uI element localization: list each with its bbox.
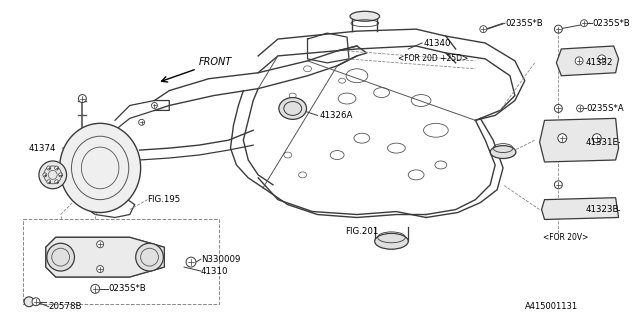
Circle shape bbox=[593, 134, 602, 143]
Text: 41332: 41332 bbox=[586, 58, 614, 67]
Ellipse shape bbox=[490, 146, 516, 158]
Circle shape bbox=[480, 26, 487, 33]
Circle shape bbox=[79, 95, 86, 102]
Polygon shape bbox=[46, 237, 164, 277]
Circle shape bbox=[580, 20, 588, 27]
Circle shape bbox=[32, 298, 40, 306]
Circle shape bbox=[139, 119, 145, 125]
Circle shape bbox=[598, 55, 606, 63]
Circle shape bbox=[97, 266, 104, 273]
Text: 41331E: 41331E bbox=[586, 138, 619, 147]
Text: 41340: 41340 bbox=[424, 38, 452, 48]
Circle shape bbox=[554, 105, 563, 112]
Text: <FOR 20D +25D>: <FOR 20D +25D> bbox=[398, 54, 468, 63]
Circle shape bbox=[59, 173, 63, 177]
Circle shape bbox=[554, 25, 563, 33]
Text: 0235S*B: 0235S*B bbox=[108, 284, 146, 293]
Ellipse shape bbox=[136, 243, 163, 271]
Ellipse shape bbox=[47, 243, 74, 271]
Ellipse shape bbox=[24, 297, 34, 307]
Circle shape bbox=[152, 102, 157, 108]
Circle shape bbox=[186, 257, 196, 267]
Circle shape bbox=[577, 105, 584, 112]
Ellipse shape bbox=[374, 233, 408, 249]
Circle shape bbox=[554, 181, 563, 189]
Text: FIG.201: FIG.201 bbox=[345, 227, 378, 236]
Circle shape bbox=[91, 284, 100, 293]
Text: N330009: N330009 bbox=[201, 255, 240, 264]
Text: <FOR 20V>: <FOR 20V> bbox=[543, 233, 588, 242]
Text: 20578B: 20578B bbox=[49, 302, 83, 311]
Polygon shape bbox=[541, 198, 619, 220]
Ellipse shape bbox=[350, 11, 380, 21]
Circle shape bbox=[47, 166, 51, 170]
Circle shape bbox=[54, 180, 59, 184]
Ellipse shape bbox=[279, 98, 307, 119]
Text: 0235S*B: 0235S*B bbox=[505, 19, 543, 28]
Ellipse shape bbox=[60, 123, 141, 212]
Text: 41323B: 41323B bbox=[586, 205, 620, 214]
Circle shape bbox=[558, 134, 567, 143]
Circle shape bbox=[575, 57, 583, 65]
Circle shape bbox=[54, 166, 59, 170]
Polygon shape bbox=[556, 46, 619, 76]
Ellipse shape bbox=[39, 161, 67, 189]
Text: 41374: 41374 bbox=[29, 144, 56, 153]
Text: A415001131: A415001131 bbox=[525, 302, 578, 311]
Text: 41310: 41310 bbox=[201, 267, 228, 276]
Text: FRONT: FRONT bbox=[199, 57, 232, 67]
Text: 0235S*A: 0235S*A bbox=[586, 104, 623, 113]
Polygon shape bbox=[540, 118, 619, 162]
Text: FIG.195: FIG.195 bbox=[148, 195, 180, 204]
Circle shape bbox=[43, 173, 47, 177]
Text: 41326A: 41326A bbox=[319, 111, 353, 120]
Circle shape bbox=[97, 241, 104, 248]
Text: 0235S*B: 0235S*B bbox=[592, 19, 630, 28]
Circle shape bbox=[47, 180, 51, 184]
